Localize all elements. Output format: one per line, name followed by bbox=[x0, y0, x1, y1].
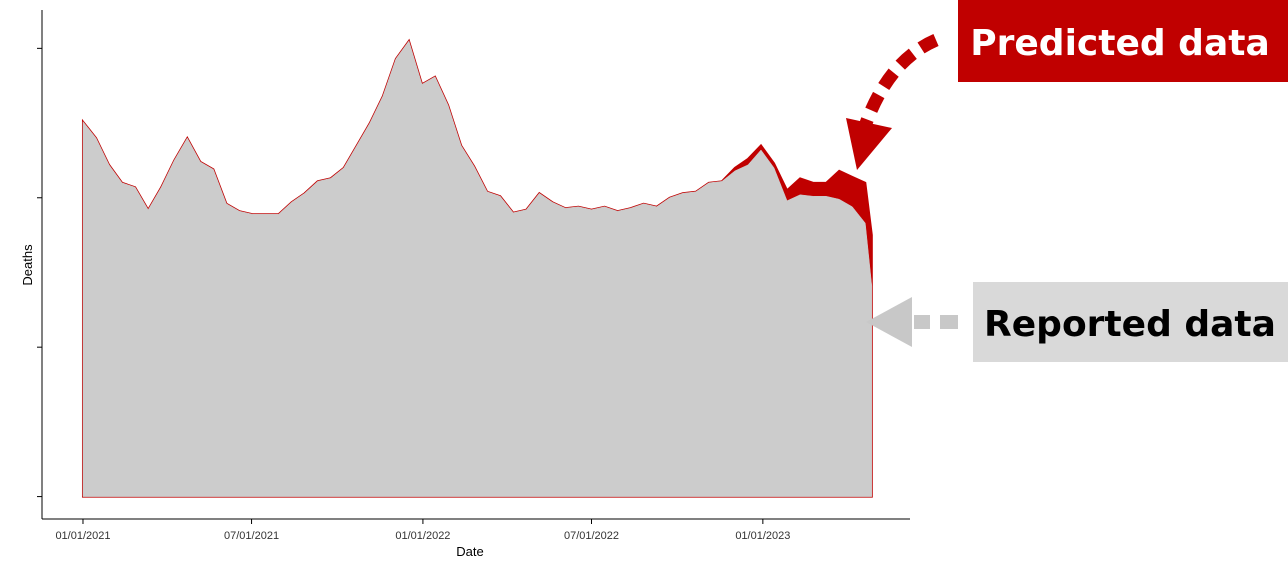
reported-legend-box bbox=[973, 282, 1288, 362]
legend-label: Predicted data bbox=[970, 23, 1270, 64]
plot-area bbox=[81, 38, 873, 498]
x-tick-label: 07/01/2022 bbox=[564, 530, 619, 542]
x-tick-label: 01/01/2023 bbox=[735, 530, 790, 542]
predicted-legend-box bbox=[958, 0, 1288, 82]
predicted-arrowhead bbox=[846, 118, 892, 170]
reported-arrow-dash bbox=[914, 315, 930, 329]
x-tick-label: 01/01/2021 bbox=[55, 530, 110, 542]
reported-arrow-dash bbox=[940, 315, 958, 329]
legend-label: Reported data bbox=[984, 304, 1276, 345]
area bbox=[82, 40, 873, 497]
reported-arrowhead bbox=[866, 297, 912, 347]
y-axis-label: Deaths bbox=[20, 244, 35, 286]
predicted-arrow bbox=[855, 34, 939, 137]
x-axis-label: Date bbox=[456, 544, 483, 559]
x-tick-label: 01/01/2022 bbox=[395, 530, 450, 542]
x-tick-label: 07/01/2021 bbox=[224, 530, 279, 542]
